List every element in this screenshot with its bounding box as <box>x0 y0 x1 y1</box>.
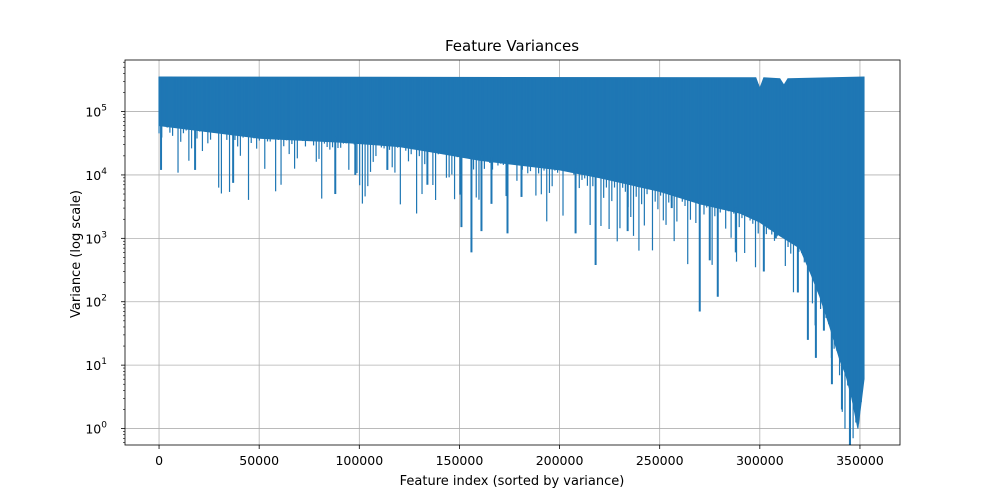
x-tick-label: 150000 <box>436 453 484 468</box>
y-tick-exponent: 0 <box>101 421 107 431</box>
y-tick-exponent: 3 <box>101 230 107 240</box>
x-tick-label: 350000 <box>836 453 884 468</box>
x-tick-label: 50000 <box>239 453 279 468</box>
x-tick-label: 100000 <box>335 453 383 468</box>
y-tick-exponent: 1 <box>101 357 107 367</box>
y-axis-label: Variance (log scale) <box>69 190 84 318</box>
y-tick-exponent: 2 <box>101 294 107 304</box>
y-tick-exponent: 4 <box>101 167 107 177</box>
x-axis-ticks: 0 50000 100000 150000 200000 250000 300000 3500… <box>155 445 884 468</box>
y-tick-exponent: 5 <box>101 104 107 114</box>
x-tick-label: 200000 <box>536 453 584 468</box>
plot-series <box>158 76 865 445</box>
x-axis-label: Feature index (sorted by variance) <box>400 474 625 489</box>
chart-title: Feature Variances <box>445 37 579 55</box>
x-tick-label: 300000 <box>736 453 784 468</box>
x-tick-label: 0 <box>155 453 163 468</box>
x-tick-label: 250000 <box>636 453 684 468</box>
